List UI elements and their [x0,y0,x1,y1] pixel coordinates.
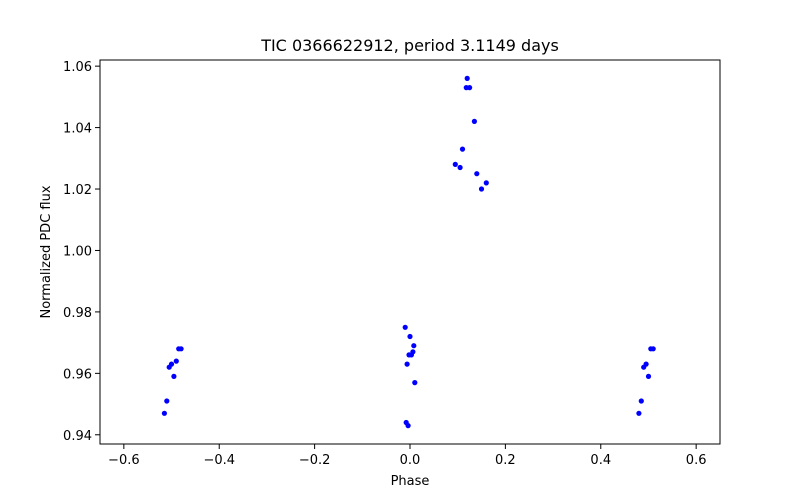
data-point [478,186,485,192]
data-point [412,380,418,386]
x-axis: −0.6 −0.4 −0.2 0.0 0.2 0.4 0.6 [108,444,706,468]
data-point [410,349,416,355]
data-point [178,346,184,352]
y-axis: 0.94 0.96 0.98 1.00 1.02 1.04 1.06 [63,60,100,444]
data-point [645,373,652,379]
y-tick-label: 1.06 [63,60,92,75]
y-tick-label: 1.02 [63,183,92,198]
data-point [474,171,480,177]
data-point [161,410,167,416]
data-point [464,75,470,81]
y-axis-label: Normalized PDC flux [39,185,54,318]
x-tick-label: 0.4 [590,453,611,468]
data-point [171,373,177,379]
x-tick-label: −0.2 [299,453,331,468]
data-point [407,333,413,340]
plot-frame [99,59,721,445]
data-point [404,361,410,367]
data-point [173,358,179,364]
y-tick-label: 0.98 [63,306,92,321]
x-tick-label: 0.2 [495,453,516,468]
y-tick-label: 0.94 [63,429,92,444]
data-point [164,398,170,404]
y-tick-label: 0.96 [63,367,92,382]
x-tick-label: 0.6 [686,453,707,468]
data-point [168,361,175,367]
x-tick-label: −0.4 [203,453,235,468]
data-point [471,118,477,124]
data-point [636,410,642,416]
data-points [161,75,656,429]
x-tick-label: 0.0 [400,453,421,468]
chart-title: TIC 0366622912, period 3.1149 days [260,36,559,55]
data-point [638,398,644,404]
data-point [483,180,489,186]
x-tick-label: −0.6 [108,453,140,468]
y-tick-label: 1.04 [63,122,92,137]
data-point [467,85,473,91]
data-point [402,324,408,330]
data-point [457,164,463,171]
data-point [411,343,417,349]
data-point [650,346,656,352]
data-point [452,161,458,167]
y-tick-label: 1.00 [63,244,92,259]
data-point [405,423,411,429]
x-axis-label: Phase [391,474,430,489]
data-point [643,361,649,367]
data-point [459,146,466,152]
